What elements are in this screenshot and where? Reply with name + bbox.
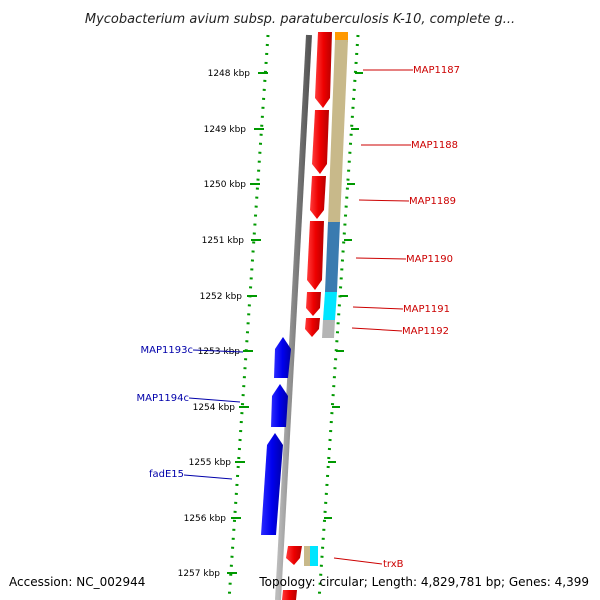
forward-genes	[282, 32, 332, 600]
cog-cyan-segment	[323, 292, 337, 320]
gene-arrow-map1190[interactable]	[307, 221, 324, 290]
cog-tan-segment	[304, 546, 310, 566]
map-title: Mycobacterium avium subsp. paratuberculo…	[85, 12, 515, 27]
cog-tan-segment	[328, 40, 348, 222]
tick-label: 1249 kbp	[204, 125, 247, 135]
tick-label: 1256 kbp	[184, 514, 227, 524]
gene-arrow-map1189[interactable]	[310, 176, 326, 219]
gene-label-map1191[interactable]: MAP1191	[403, 304, 450, 315]
gene-arrow-map1194c[interactable]	[271, 384, 288, 427]
tick-label: 1253 kbp	[198, 347, 241, 357]
gene-label-fade15[interactable]: fadE15	[149, 469, 184, 480]
cog-orange-segment	[335, 32, 348, 42]
gene-label-map1187[interactable]: MAP1187	[413, 65, 460, 76]
reverse-label-group: MAP1193c MAP1194c fadE15	[137, 345, 244, 480]
tick-label: 1252 kbp	[200, 292, 243, 302]
forward-label-group: MAP1187 MAP1188 MAP1189 MAP1190 MAP1191 …	[333, 65, 460, 570]
reverse-genes	[261, 337, 291, 535]
label-leader-line	[358, 199, 410, 202]
tick-group: 1248 kbp 1249 kbp 1250 kbp 1251 kbp 1252…	[178, 69, 268, 579]
right-tick-group	[324, 72, 363, 519]
label-leader-line	[351, 327, 403, 332]
label-leader-line	[188, 397, 241, 403]
genome-backbone	[275, 34, 312, 600]
tick-label: 1250 kbp	[204, 180, 247, 190]
gene-arrow-map1187[interactable]	[315, 32, 332, 108]
gene-arrow-map1192[interactable]	[305, 318, 320, 337]
label-leader-line	[192, 349, 244, 353]
cog-cyan-segment	[310, 546, 318, 566]
gene-label-map1193c[interactable]: MAP1193c	[141, 345, 193, 356]
gene-arrow-map1188[interactable]	[312, 110, 329, 174]
gene-label-map1188[interactable]: MAP1188	[411, 140, 458, 151]
accession-text: Accession: NC_002944	[9, 575, 145, 589]
gene-arrow-next	[282, 590, 297, 600]
tick-label: 1255 kbp	[189, 458, 232, 468]
label-leader-line	[355, 257, 407, 260]
label-leader-line	[333, 557, 383, 565]
left-dotted-guide	[227, 34, 270, 600]
tick-label: 1254 kbp	[193, 403, 236, 413]
cog-blue-segment	[325, 222, 340, 292]
label-leader-line	[183, 474, 233, 480]
tick-label: 1257 kbp	[178, 569, 221, 579]
gene-label-trxb[interactable]: trxB	[383, 559, 404, 570]
gene-arrow-fade15[interactable]	[261, 433, 283, 535]
tick-label: 1251 kbp	[202, 236, 245, 246]
cog-ring	[304, 32, 348, 566]
genome-summary-text: Topology: circular; Length: 4,829,781 bp…	[258, 575, 589, 589]
gene-arrow-map1191[interactable]	[306, 292, 321, 316]
gene-label-map1192[interactable]: MAP1192	[402, 326, 449, 337]
gene-arrow-map1193c[interactable]	[274, 337, 291, 378]
gene-label-map1194c[interactable]: MAP1194c	[137, 393, 189, 404]
tick-label: 1248 kbp	[208, 69, 251, 79]
cog-gray-segment	[322, 320, 335, 338]
gene-arrow-trxb[interactable]	[286, 546, 302, 565]
label-leader-line	[352, 306, 404, 310]
gene-label-map1189[interactable]: MAP1189	[409, 196, 456, 207]
gene-label-map1190[interactable]: MAP1190	[406, 254, 453, 265]
